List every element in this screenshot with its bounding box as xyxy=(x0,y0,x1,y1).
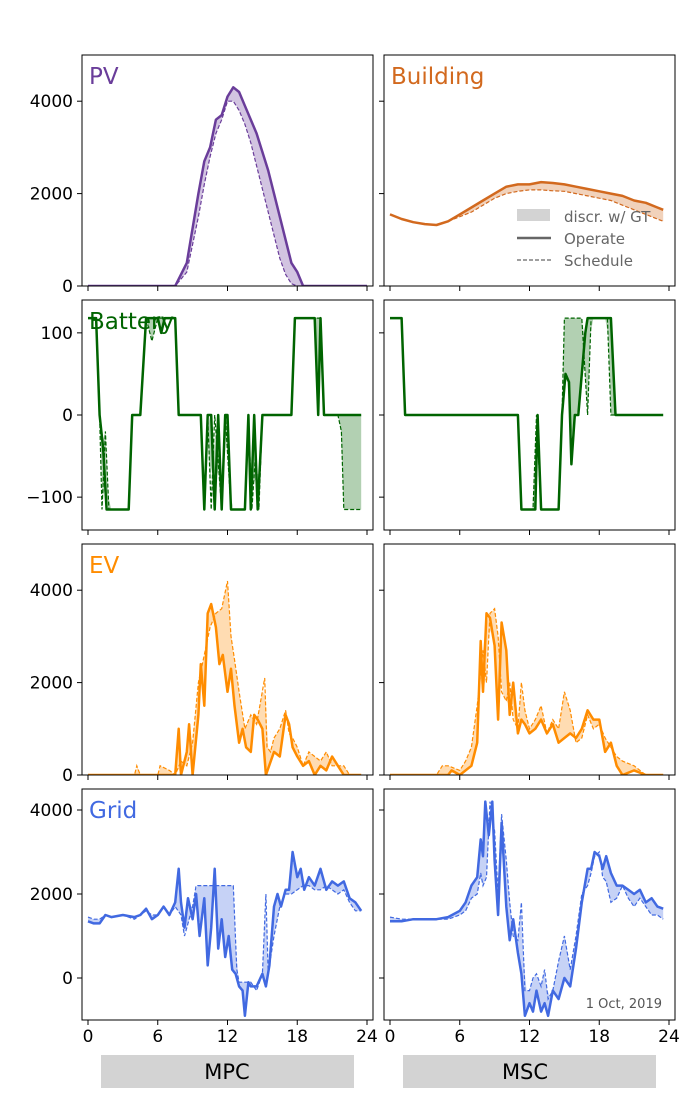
method-box-msc xyxy=(403,1055,656,1088)
plot-area-building-msc xyxy=(389,180,664,227)
xtick-label: 24 xyxy=(356,1027,378,1047)
method-box-mpc xyxy=(101,1055,354,1088)
panel-frame-ev-msc xyxy=(383,543,676,776)
xtick-label: 12 xyxy=(519,1027,541,1047)
discrepancy-band-ev-mpc xyxy=(88,581,362,775)
schedule-line-grid-msc xyxy=(389,801,664,1001)
panel-frame-pv-mpc xyxy=(81,54,374,287)
discrepancy-band-pv-mpc xyxy=(88,87,362,286)
panel-title-grid-mpc: Grid xyxy=(89,798,137,824)
operate-line-battery-mpc xyxy=(88,316,362,511)
ytick-label: 4000 xyxy=(30,92,73,112)
panel-title-pv-mpc: PV xyxy=(89,64,119,90)
operate-line-battery-msc xyxy=(390,316,664,511)
panel-building-msc: Building xyxy=(379,54,676,291)
plot-area-battery-mpc xyxy=(88,316,362,511)
plot-area-pv-mpc xyxy=(88,86,367,286)
date-note: 1 Oct, 2019 xyxy=(586,997,662,1012)
legend-discrepancy-swatch xyxy=(517,209,550,221)
legend-operate-label: Operate xyxy=(564,230,625,248)
panel-pv-mpc: 0 2000 4000 PV xyxy=(30,54,374,297)
xtick-label: 6 xyxy=(152,1027,163,1047)
ytick-label: 0 xyxy=(62,969,73,989)
discrepancy-band-grid-msc xyxy=(390,807,664,1012)
legend-discrepancy-label: discr. w/ GT xyxy=(564,208,651,226)
panel-title-building-msc: Building xyxy=(391,64,484,90)
ytick-label: 2000 xyxy=(30,674,73,694)
plot-area-ev-msc xyxy=(390,607,664,775)
plot-area-grid-mpc xyxy=(87,850,363,1018)
schedule-line-pv-mpc xyxy=(88,100,367,286)
schedule-line-building-msc xyxy=(389,189,664,226)
operate-line-grid-mpc xyxy=(87,850,363,1018)
plot-area-battery-msc xyxy=(390,316,664,511)
ytick-label: 2000 xyxy=(30,185,73,205)
ytick-label: 2000 xyxy=(30,885,73,905)
plot-area-ev-mpc xyxy=(88,580,362,775)
operate-line-pv-mpc xyxy=(88,86,367,286)
schedule-line-ev-msc xyxy=(390,607,664,775)
legend: discr. w/ GT Operate Schedule xyxy=(517,208,651,270)
panel-ev-mpc: 0 2000 4000 EV xyxy=(30,543,374,786)
ytick-label: 0 xyxy=(62,766,73,786)
method-label-msc: MSC xyxy=(502,1060,548,1084)
panel-battery-mpc: −100 0 100 Battery xyxy=(26,299,374,535)
panel-title-ev-mpc: EV xyxy=(89,553,120,579)
discrepancy-band-building-msc xyxy=(390,182,664,225)
ytick-label: −100 xyxy=(26,488,73,508)
xtick-label: 24 xyxy=(658,1027,680,1047)
discrepancy-band-ev-msc xyxy=(390,608,664,775)
panel-title-battery-mpc: Battery xyxy=(89,309,174,335)
panel-frame-grid-msc xyxy=(383,788,676,1021)
operate-line-grid-msc xyxy=(390,800,664,1018)
operate-line-building-msc xyxy=(389,180,664,227)
ytick-label: 4000 xyxy=(30,801,73,821)
panel-grid-msc: 0 6 12 18 24 xyxy=(379,788,680,1047)
schedule-line-ev-mpc xyxy=(88,580,362,775)
xtick-label: 0 xyxy=(83,1027,94,1047)
xtick-label: 18 xyxy=(286,1027,308,1047)
ytick-label: 0 xyxy=(62,277,73,297)
xtick-label: 6 xyxy=(454,1027,465,1047)
ytick-label: 4000 xyxy=(30,581,73,601)
xtick-label: 0 xyxy=(385,1027,396,1047)
panels: 0 2000 4000 PV Building −100 0 100 Battery 0 2000 4… xyxy=(26,54,680,1047)
plot-area-grid-msc xyxy=(389,800,664,1018)
method-label-mpc: MPC xyxy=(204,1060,249,1084)
panel-battery-msc xyxy=(379,299,676,535)
ytick-label: 0 xyxy=(62,406,73,426)
panel-ev-msc xyxy=(379,543,676,780)
operate-line-ev-mpc xyxy=(88,602,362,775)
ytick-label: 100 xyxy=(41,324,73,344)
xtick-label: 18 xyxy=(588,1027,610,1047)
operate-line-ev-msc xyxy=(390,612,664,775)
panel-grid-mpc: 0 2000 4000 0 6 12 18 24 Grid xyxy=(30,788,378,1047)
legend-schedule-label: Schedule xyxy=(564,252,633,270)
xtick-label: 12 xyxy=(217,1027,239,1047)
